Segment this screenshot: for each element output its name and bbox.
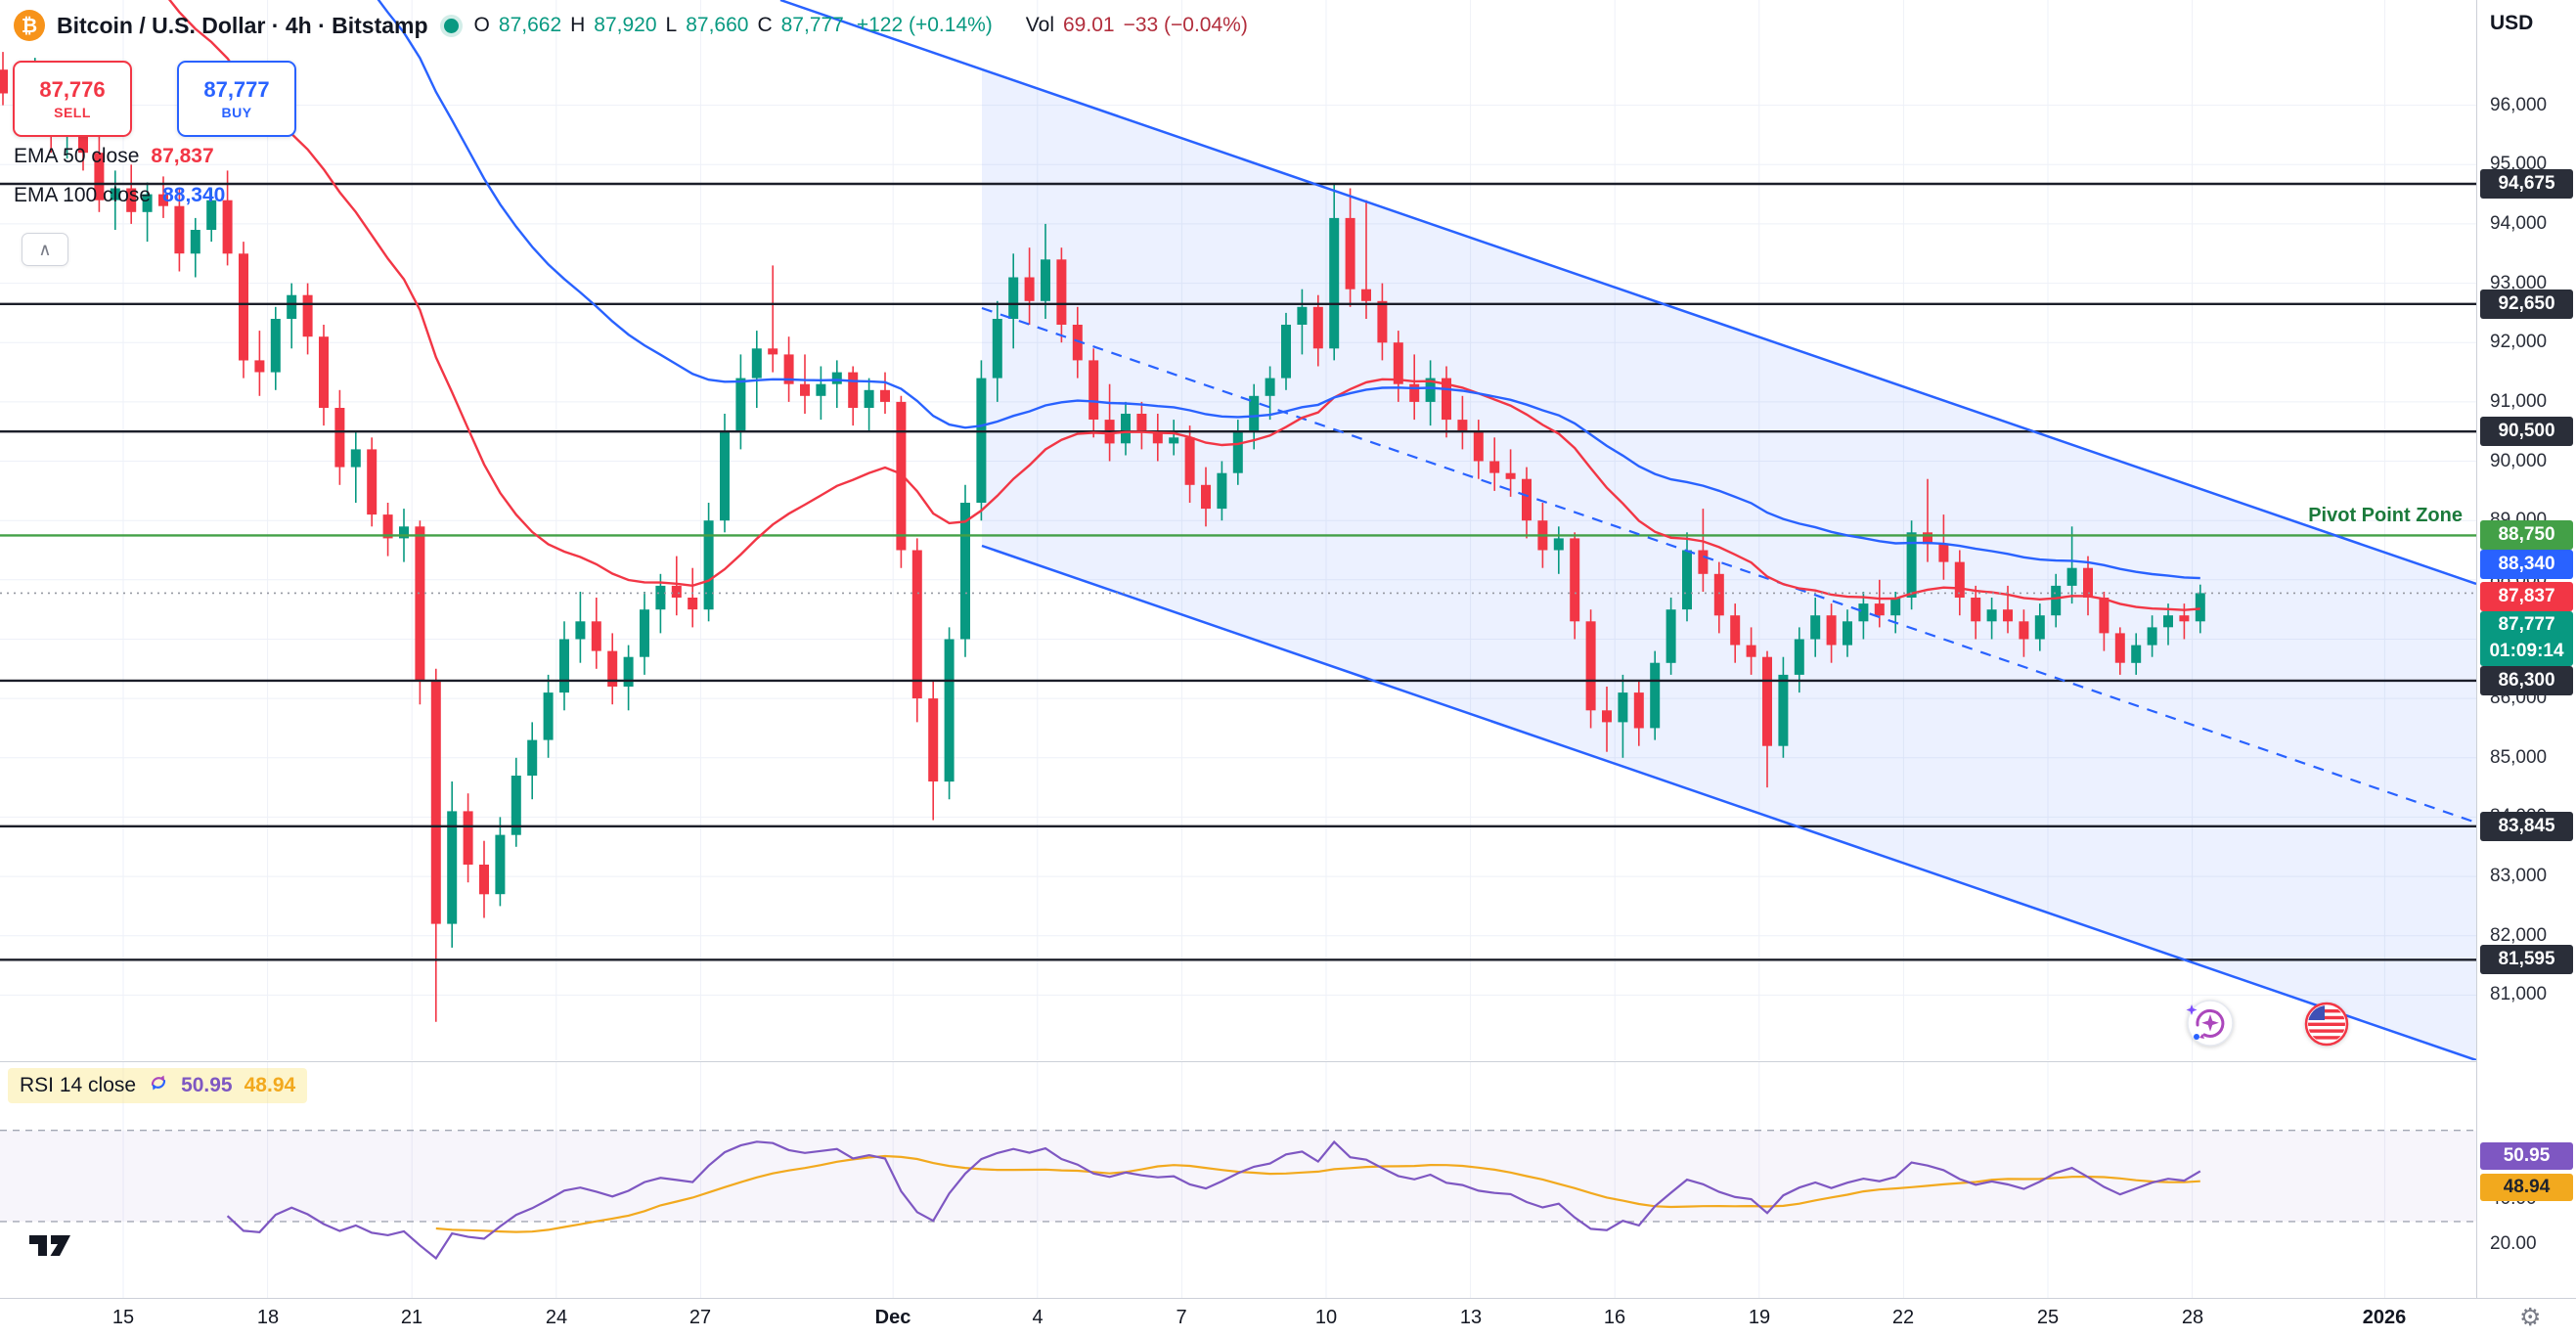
market-status-dot[interactable]: [443, 18, 459, 33]
ema50-value: 87,837: [151, 145, 214, 167]
time-axis-divider: [0, 1298, 2576, 1299]
price-tick-label: 81,000: [2490, 984, 2548, 1004]
price-axis[interactable]: USD 96,000 95,000 94,000 93,000 92,000 91,000…: [2477, 0, 2576, 1298]
time-tick-label: 25: [2036, 1307, 2060, 1328]
pane-divider[interactable]: [0, 1061, 2576, 1062]
high-value: 87,920: [594, 14, 657, 36]
open-label: O: [473, 14, 490, 36]
price-badge-sr: 92,650: [2480, 290, 2573, 319]
change-value: +122 (+0.14%): [856, 14, 993, 36]
ohlc-readout: O 87,662 H 87,920 L 87,660 C 87,777 +122 (+0…: [474, 14, 993, 37]
time-tick-label: 21: [400, 1307, 423, 1328]
volume-change: −33 (−0.04%): [1123, 14, 1248, 36]
volume-value: 69.01: [1063, 14, 1115, 36]
pivot-point-zone-label: Pivot Point Zone: [2308, 505, 2463, 526]
gear-icon[interactable]: ⚙: [2519, 1304, 2542, 1331]
buy-price: 87,777: [203, 77, 270, 102]
buy-button[interactable]: 87,777 BUY: [177, 61, 296, 137]
price-tick-label: 90,000: [2490, 451, 2548, 471]
volume-readout: Vol 69.01 −33 (−0.04%): [1026, 14, 1248, 37]
collapse-legend-button[interactable]: ∧: [22, 233, 68, 266]
time-tick-label: Dec: [874, 1307, 911, 1328]
rsi-tick-label: 20.00: [2490, 1233, 2537, 1254]
rsi-pane[interactable]: [0, 1062, 2476, 1298]
time-tick-label: 2026: [2362, 1307, 2407, 1328]
price-tick-label: 83,000: [2490, 866, 2548, 886]
sell-button[interactable]: 87,776 SELL: [13, 61, 132, 137]
us-flag-event-icon[interactable]: [2304, 1002, 2349, 1051]
symbol-header: ₿ Bitcoin / U.S. Dollar · 4h · Bitstamp …: [14, 10, 1248, 41]
price-tick-label: 92,000: [2490, 332, 2548, 352]
volume-label: Vol: [1025, 14, 1054, 36]
sell-label: SELL: [54, 105, 91, 120]
buy-label: BUY: [221, 105, 252, 120]
bitcoin-icon: ₿: [14, 10, 45, 41]
price-badge-sr: 90,500: [2480, 417, 2573, 446]
time-tick-label: 22: [1891, 1307, 1915, 1328]
ema100-label: EMA 100 close: [14, 184, 152, 206]
rsi-badge: 48.94: [2480, 1174, 2573, 1201]
rsi-ma-value: 48.94: [244, 1074, 296, 1096]
time-tick-label: 10: [1314, 1307, 1338, 1328]
sell-price: 87,776: [39, 77, 106, 102]
trade-panel: 87,776 SELL 87,777 BUY: [13, 61, 296, 137]
close-label: C: [757, 14, 773, 36]
tradingview-logo[interactable]: [27, 1228, 76, 1267]
price-tick-label: 93,000: [2490, 273, 2548, 293]
ema50-legend[interactable]: EMA 50 close 87,837: [14, 145, 214, 168]
chevron-up-icon: ∧: [38, 239, 52, 259]
symbol-title[interactable]: Bitcoin / U.S. Dollar · 4h · Bitstamp: [57, 12, 428, 38]
price-badge-sr: 86,300: [2480, 666, 2573, 695]
time-axis[interactable]: ⚙ 15 18 21 24 27 Dec 4 7 10 13 16 19 22 25 28 2026: [0, 1299, 2576, 1338]
price-tick-label: 91,000: [2490, 391, 2548, 412]
time-tick-label: 7: [1176, 1307, 1187, 1328]
ai-sparkle-icon[interactable]: [2183, 996, 2236, 1053]
price-tick-label: 82,000: [2490, 925, 2548, 946]
ema50-label: EMA 50 close: [14, 145, 140, 167]
time-tick-label: 13: [1459, 1307, 1483, 1328]
rsi-legend[interactable]: RSI 14 close 50.95 48.94: [8, 1068, 308, 1103]
price-badge-ema100: 88,340: [2480, 550, 2573, 579]
price-badge-pivot: 88,750: [2480, 520, 2573, 550]
price-tick-label: 94,000: [2490, 213, 2548, 234]
time-tick-label: 19: [1748, 1307, 1771, 1328]
rsi-value: 50.95: [181, 1074, 233, 1096]
price-chart-pane[interactable]: [0, 0, 2476, 1060]
ema100-value: 88,340: [162, 184, 226, 206]
price-badge-sr: 83,845: [2480, 812, 2573, 841]
refresh-arrows-icon[interactable]: [148, 1072, 169, 1099]
low-label: L: [665, 14, 678, 36]
high-label: H: [570, 14, 586, 36]
rsi-legend-label: RSI 14 close: [20, 1074, 137, 1096]
price-badge-ema50: 87,837: [2480, 582, 2573, 611]
time-tick-label: 24: [545, 1307, 568, 1328]
price-tick-label: 85,000: [2490, 747, 2548, 768]
time-tick-label: 18: [256, 1307, 280, 1328]
time-tick-label: 4: [1032, 1307, 1044, 1328]
ema100-legend[interactable]: EMA 100 close 88,340: [14, 184, 225, 207]
price-tick-label: 95,000: [2490, 154, 2548, 174]
rsi-badge: 50.95: [2480, 1142, 2573, 1170]
low-value: 87,660: [686, 14, 749, 36]
time-tick-label: 16: [1603, 1307, 1626, 1328]
price-tick-label: 96,000: [2490, 95, 2548, 115]
price-badge-last: 87,777 01:09:14: [2480, 611, 2573, 666]
price-badge-sr: 94,675: [2480, 169, 2573, 199]
open-value: 87,662: [498, 14, 562, 36]
price-badge-sr: 81,595: [2480, 945, 2573, 974]
time-tick-label: 27: [688, 1307, 712, 1328]
time-tick-label: 15: [111, 1307, 135, 1328]
time-tick-label: 28: [2181, 1307, 2204, 1328]
close-value: 87,777: [780, 14, 844, 36]
price-axis-divider: [2476, 0, 2477, 1338]
currency-label[interactable]: USD: [2490, 12, 2534, 34]
